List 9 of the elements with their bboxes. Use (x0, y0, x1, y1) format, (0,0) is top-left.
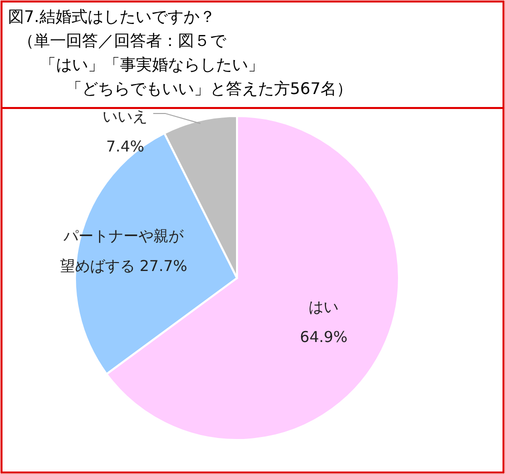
chart-title: 図7.結婚式はしたいですか？ (8, 7, 216, 26)
text: 「どちらでもいい」と答えた方567名） (66, 79, 353, 98)
slice-label: パートナーや親が望めばする 27.7% (60, 226, 188, 275)
text: （単一回答／回答者：図５で (18, 31, 227, 50)
slice-label: いいえ (102, 107, 148, 126)
text: 「はい」「事実婚ならしたい」 (40, 55, 264, 74)
data-label: 7.4% (106, 137, 144, 156)
data-label: 64.9% (300, 328, 348, 346)
slice-label: はい (308, 298, 339, 316)
